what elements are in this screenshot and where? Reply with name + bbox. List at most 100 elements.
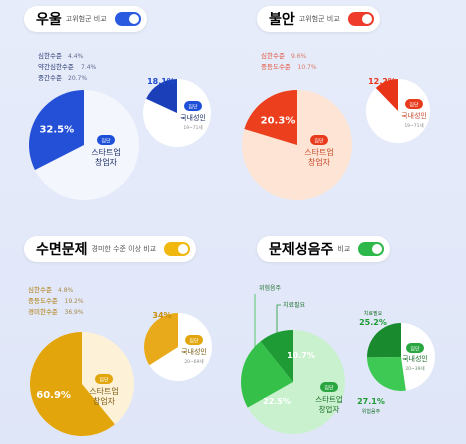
group-name: 국내성인 xyxy=(401,111,427,120)
panel-subtitle: 경미한 수준 이상 비교 xyxy=(91,245,157,253)
level-label: 약간심한수준 xyxy=(38,62,74,71)
group-badge xyxy=(405,99,423,109)
group-name: 창업자 xyxy=(319,405,340,414)
level-label: 중간수준 xyxy=(38,73,62,82)
level-value: 4.4% xyxy=(68,53,84,60)
group-age-range: 20~39세 xyxy=(405,365,424,372)
title-pill: 불안 고위험군 비교 xyxy=(257,6,380,32)
group-age-range: 19~71세 xyxy=(404,122,423,129)
group-age-range: 20~69세 xyxy=(184,358,203,365)
toggle-switch[interactable] xyxy=(358,242,385,256)
level-label: 중등도수준 xyxy=(28,297,58,305)
panel-subtitle: 비교 xyxy=(337,245,351,253)
group-badge xyxy=(184,101,202,111)
category-label: 치료필요 xyxy=(283,301,306,309)
level-label: 경미한수준 xyxy=(28,307,58,316)
group-name: 창업자 xyxy=(308,158,331,167)
level-label: 심한수준 xyxy=(261,51,285,60)
panel-title: 문제성음주 xyxy=(269,242,334,258)
pie-slice xyxy=(144,313,178,366)
pie-slice xyxy=(146,79,177,113)
pie-value-label: 20.3% xyxy=(261,115,296,126)
group-badge xyxy=(406,343,424,353)
level-value: 9.6% xyxy=(291,53,307,60)
level-value: 19.2% xyxy=(65,298,84,305)
group-badge xyxy=(95,374,113,384)
pie-value-label: 22.5% xyxy=(263,397,291,406)
group-name: 스타트업 xyxy=(304,148,333,157)
toggle-knob xyxy=(361,14,372,24)
toggle-knob xyxy=(178,244,189,254)
group-badge-label: 집단 xyxy=(101,138,111,145)
level-value: 10.7% xyxy=(298,64,317,71)
pie-slice xyxy=(375,79,398,111)
pie-slice xyxy=(260,330,293,382)
title-pill: 우울 고위험군 비교 xyxy=(24,6,147,32)
pie-value-label: 60.9% xyxy=(36,390,71,401)
chart-sleep: 심한수준 4.8%중등도수준 19.2% 경미한수준 36.9% 60.9% 집단스타… xyxy=(28,285,212,436)
panel-subtitle: 고위험군 비교 xyxy=(65,15,107,23)
chart-drinking: 10.7%22.5%집단스타트업창업자위험음주치료필요집단국내성인20~39세치… xyxy=(241,284,435,434)
pie-slice xyxy=(241,341,293,408)
pie-value-label: 27.1% xyxy=(357,397,385,406)
panel-title: 불안 xyxy=(269,12,295,28)
group-badge xyxy=(97,135,115,145)
leader-line xyxy=(276,304,281,340)
chart-depression: 심한수준 4.4% 약간심한수준 7.4% 중간수준 20.7% 32.5% 집단스타트… xyxy=(29,51,211,200)
category-label: 위험음주 xyxy=(362,408,381,415)
pie-value-label: 32.5% xyxy=(39,124,74,135)
pie-value-label: 34% xyxy=(152,311,171,320)
pie-slice xyxy=(244,90,297,145)
pie-slice xyxy=(367,357,406,391)
category-label: 치료필요 xyxy=(364,310,383,317)
group-badge-label: 집단 xyxy=(324,385,334,392)
pie-value-label: 25.2% xyxy=(359,318,387,327)
toggle-switch[interactable] xyxy=(164,242,191,256)
pie-slice xyxy=(29,90,85,170)
toggle-knob xyxy=(372,244,383,254)
leader-line xyxy=(254,294,274,383)
group-name: 스타트업 xyxy=(315,395,343,404)
panel-subtitle: 고위험군 비교 xyxy=(298,15,340,23)
level-value: 4.8% xyxy=(58,287,74,294)
pie-slice xyxy=(367,323,401,358)
group-name: 창업자 xyxy=(93,397,116,406)
pie-value-label: 12.2% xyxy=(368,77,396,86)
group-name: 국내성인 xyxy=(180,113,206,122)
group-name: 국내성인 xyxy=(181,347,207,356)
level-value: 7.4% xyxy=(81,64,97,71)
panel-title: 수면문제 xyxy=(36,242,88,258)
group-badge-label: 집단 xyxy=(188,104,198,111)
title-pill: 수면문제 경미한 수준 이상 비교 xyxy=(24,236,197,262)
toggle-switch[interactable] xyxy=(347,12,374,26)
toggle-knob xyxy=(128,14,139,24)
panel-sleep: 수면문제 경미한 수준 이상 비교 심한수준 4.8% 중등도수준 19.2% 경미… xyxy=(0,222,233,444)
group-name: 스타트업 xyxy=(91,148,120,157)
group-badge-label: 집단 xyxy=(410,346,420,353)
group-badge-label: 집단 xyxy=(314,138,324,145)
group-badge-label: 집단 xyxy=(409,102,419,109)
group-name: 창업자 xyxy=(95,158,118,167)
group-badge-label: 집단 xyxy=(99,377,109,384)
panel-drinking: 문제성음주 비교 10.7% 22.5% 집단 스타트업 창업자 위험음주 치료필요 집단 국내… xyxy=(233,222,466,444)
panel-depression: 우울 고위험군 비교 심한수준 4.4% 약간심한수준 7.4% 중간수준 20.7… xyxy=(0,0,233,222)
toggle-switch[interactable] xyxy=(114,12,141,26)
pie-value-label: 18.1% xyxy=(147,77,175,86)
pie-value-label: 10.7% xyxy=(287,351,315,360)
group-badge xyxy=(320,382,338,392)
group-badge xyxy=(185,335,203,345)
group-name: 국내성인 xyxy=(402,354,428,363)
level-value: 20.7% xyxy=(68,75,87,82)
level-label: 중등도수준 xyxy=(261,63,291,71)
group-badge xyxy=(310,135,328,145)
title-pill: 문제성음주 비교 xyxy=(257,236,391,262)
